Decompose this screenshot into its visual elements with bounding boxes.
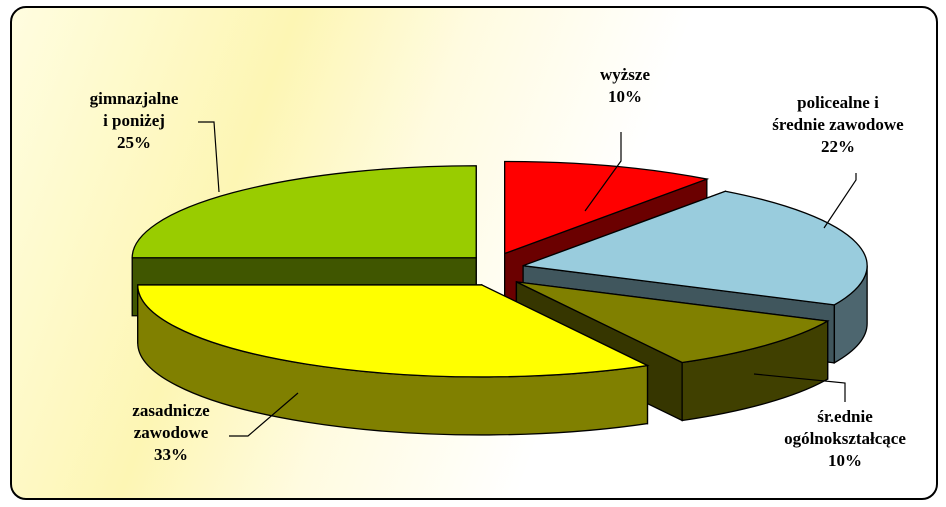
leader-line-policealne [823, 173, 857, 229]
slice-4-top [137, 284, 650, 378]
label-wyzsze: wyższe 10% [578, 64, 672, 108]
label-policealne: policealne i średnie zawodowe 22% [748, 92, 928, 158]
label-zasadnicze-pct: 33% [154, 445, 188, 464]
slice-5-top [131, 165, 477, 259]
leader-line-gimnazjalne [198, 121, 220, 193]
slice-1-top [504, 160, 710, 255]
label-wyzsze-name: wyższe [599, 65, 651, 84]
slice-2-top [522, 190, 868, 306]
label-policealne-name-2: średnie zawodowe [772, 115, 904, 134]
pie-chart [131, 121, 868, 437]
leader-line-wyzsze [584, 132, 622, 212]
label-gimnazjalne-pct: 25% [117, 133, 151, 152]
leader-line-srednie-ogolne [753, 373, 846, 402]
label-policealne-name-1: policealne i [797, 93, 879, 112]
label-zasadnicze-name-1: zasadnicze [132, 401, 210, 420]
label-zasadnicze: zasadnicze zawodowe 33% [110, 400, 232, 466]
label-srednie-ogolne-pct: 10% [828, 451, 862, 470]
label-wyzsze-pct: 10% [608, 87, 642, 106]
label-srednie-ogolne-name-2: ogólnokształcące [784, 429, 906, 448]
leader-lines [198, 121, 857, 437]
label-gimnazjalne-name-1: gimnazjalne [89, 89, 179, 108]
label-gimnazjalne: gimnazjalne i poniżej 25% [72, 88, 196, 154]
slice-3-top [516, 281, 830, 364]
label-policealne-pct: 22% [821, 137, 855, 156]
label-zasadnicze-name-2: zawodowe [133, 423, 209, 442]
label-srednie-ogolne-name-1: śr.ednie [817, 407, 873, 426]
pie-top-layer [131, 160, 868, 378]
label-srednie-ogolne: śr.ednie ogólnokształcące 10% [760, 406, 930, 472]
chart-frame: wyższe 10% policealne i średnie zawodowe… [10, 6, 938, 500]
leader-line-zasadnicze [229, 392, 299, 437]
label-gimnazjalne-name-2: i poniżej [103, 111, 165, 130]
